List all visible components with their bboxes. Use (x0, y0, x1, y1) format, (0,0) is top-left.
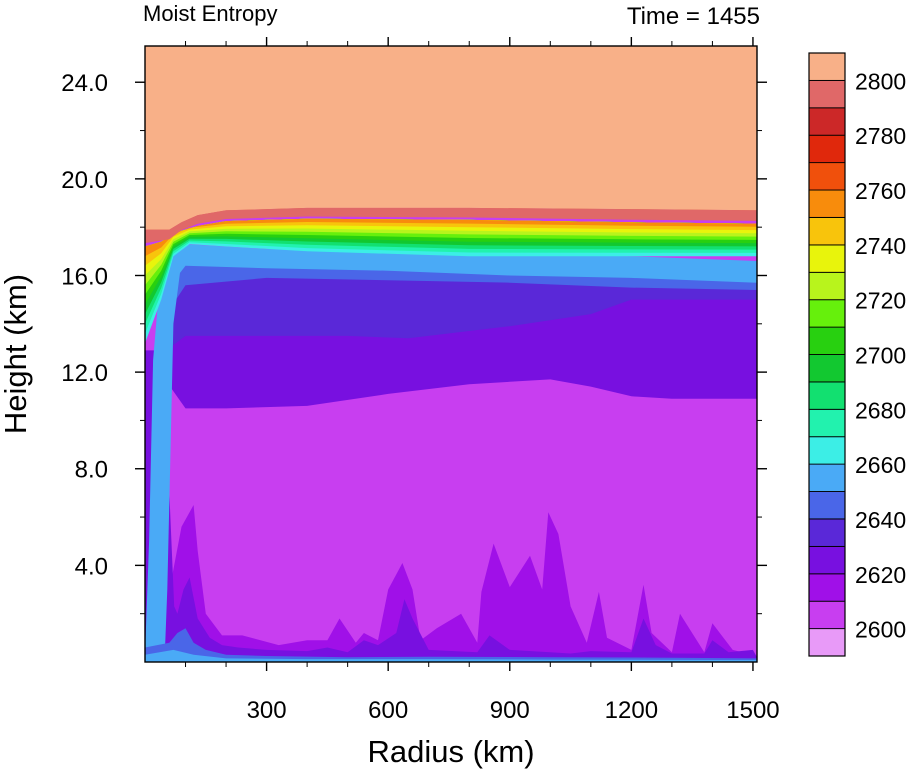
colorbar-label: 2800 (855, 68, 906, 94)
x-tick-labels: 300 600 900 1200 1500 (247, 697, 780, 724)
colorbar-swatch (808, 436, 846, 465)
contour-fill-2690-13 (145, 218, 757, 315)
contour-fill-2700-14 (145, 218, 757, 305)
y-tick-label: 24.0 (61, 70, 108, 97)
colorbar-label: 2680 (855, 397, 906, 423)
contour-fill-2650-9 (145, 649, 757, 662)
colorbar-swatch (808, 244, 846, 273)
colorbar-swatch (808, 573, 846, 602)
colorbar-swatch (808, 600, 846, 630)
contour-fill-2650-6 (163, 244, 757, 295)
x-tick-label: 300 (247, 697, 287, 724)
contour-fill-2720-16 (145, 218, 757, 286)
y-tick-label: 16.0 (61, 263, 108, 290)
x-tick-label: 900 (490, 697, 530, 724)
colorbar-swatch (808, 162, 846, 191)
x-tick-label: 600 (368, 697, 408, 724)
contour-fills (145, 46, 757, 662)
colorbar-label: 2700 (855, 343, 906, 369)
contour-fill-2790-23 (145, 207, 757, 244)
y-tick-labels: 4.0 8.0 12.0 16.0 20.0 24.0 (61, 70, 108, 580)
colorbar-swatch (808, 408, 846, 438)
y-tick-label: 8.0 (75, 457, 108, 484)
colorbar-labels: 2600 2620 2640 2660 2680 2700 2720 2740 2760 2780… (855, 68, 906, 642)
colorbar-label: 2760 (855, 178, 906, 204)
colorbar-swatch (808, 381, 846, 410)
colorbar-swatch (808, 271, 846, 301)
colorbar-swatch (808, 134, 846, 164)
colorbar-swatch (808, 217, 846, 246)
contour-fill-2710-15 (145, 218, 757, 295)
colorbar-swatch (808, 79, 846, 109)
chart-title-left: Moist Entropy (143, 1, 278, 26)
colorbar-swatch (808, 52, 846, 81)
colorbar-label: 2620 (855, 562, 906, 588)
colorbar-label: 2600 (855, 617, 906, 643)
colorbar-label: 2720 (855, 288, 906, 314)
colorbar-label: 2740 (855, 233, 906, 259)
plot-area (145, 46, 757, 662)
colorbar-swatch (808, 354, 846, 383)
colorbar-swatch (808, 463, 846, 492)
colorbar (808, 52, 846, 657)
x-tick-label: 1200 (605, 697, 658, 724)
y-tick-label: 12.0 (61, 360, 108, 387)
colorbar-frame (808, 52, 846, 657)
contour-fill-2650-7 (145, 253, 182, 662)
axis-ticks (135, 37, 767, 671)
colorbar-swatch (808, 628, 846, 657)
colorbar-swatch (808, 326, 846, 355)
contour-fill-2800-24 (145, 46, 757, 230)
colorbar-label: 2780 (855, 123, 906, 149)
x-tick-label: 1500 (726, 697, 779, 724)
colorbar-swatch (808, 299, 846, 328)
colorbar-swatch (808, 491, 846, 520)
colorbar-swatch (808, 189, 846, 218)
chart-title-right: Time = 1455 (627, 3, 760, 30)
colorbar-label: 2660 (855, 452, 906, 478)
colorbar-swatch (808, 545, 846, 575)
colorbar-swatch (808, 518, 846, 547)
y-axis-label: Height (km) (0, 274, 33, 434)
colorbar-swatch (808, 107, 846, 136)
x-axis-label: Radius (km) (367, 734, 534, 769)
contour-fill-2610-1 (145, 357, 757, 662)
y-tick-label: 20.0 (61, 167, 108, 194)
plot-frame (144, 45, 758, 663)
y-tick-label: 4.0 (75, 553, 108, 580)
colorbar-label: 2640 (855, 507, 906, 533)
